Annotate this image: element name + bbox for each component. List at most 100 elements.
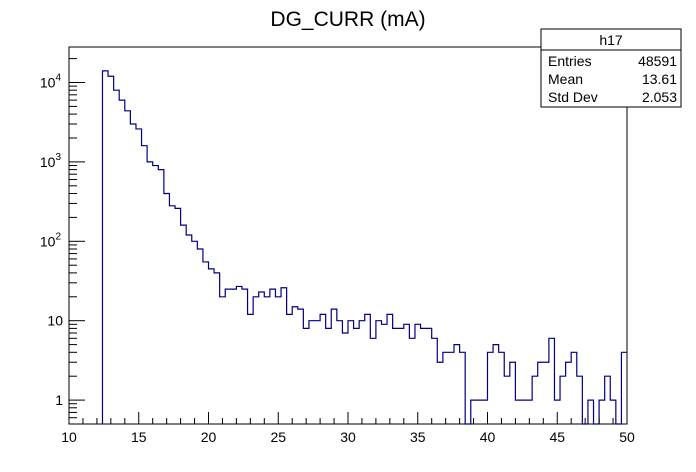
histogram-bin: [588, 400, 594, 424]
histogram-bin: [381, 324, 387, 424]
histogram-bin: [147, 162, 153, 424]
chart-title: DG_CURR (mA): [270, 8, 425, 31]
x-tick-label: 45: [549, 429, 565, 445]
histogram-bin: [270, 289, 276, 424]
histogram-bin: [605, 376, 611, 424]
histogram-bin: [242, 289, 248, 424]
stats-entries-label: Entries: [548, 53, 592, 69]
y-tick-label: 104: [40, 73, 62, 91]
histogram-series-line: [101, 70, 627, 425]
histogram-bin: [404, 324, 410, 424]
y-tick-label: 10: [47, 313, 63, 329]
histogram-bin: [448, 352, 454, 424]
histogram-bin: [348, 321, 354, 424]
histogram-bin: [426, 328, 432, 424]
histogram-bin: [432, 338, 438, 424]
histogram-bin: [493, 345, 499, 424]
histogram-bin: [342, 333, 348, 424]
histogram-bin: [521, 400, 527, 424]
stats-name: h17: [599, 32, 623, 48]
stats-stddev-label: Std Dev: [548, 89, 598, 105]
x-tick-label: 40: [480, 429, 496, 445]
histogram-bin: [153, 166, 159, 424]
y-tick-label: 1: [55, 392, 63, 408]
histogram-bin: [393, 328, 399, 424]
histogram-bin: [169, 206, 175, 424]
histogram-bin: [599, 400, 605, 424]
histogram-bin: [197, 249, 203, 424]
histogram-bin: [387, 314, 393, 424]
stats-stddev-value: 2.053: [642, 89, 677, 105]
histogram-bin: [504, 376, 510, 424]
histogram-bin: [443, 352, 449, 424]
histogram-bin: [231, 289, 237, 424]
histogram-bin: [114, 90, 120, 424]
histogram-bin: [275, 297, 281, 424]
histogram-bin: [454, 345, 460, 424]
histogram-bin: [577, 376, 583, 424]
histogram-bin: [287, 314, 293, 424]
histogram-bin: [209, 269, 215, 424]
histogram-bin: [499, 352, 505, 424]
stats-box-frame: [540, 28, 682, 108]
histogram-bin: [298, 309, 304, 424]
histogram-bin: [309, 321, 315, 424]
histogram-bin: [102, 71, 108, 424]
x-tick-label: 20: [201, 429, 217, 445]
histogram-bin: [236, 286, 242, 424]
histogram-bin: [337, 321, 343, 424]
histogram-bin: [281, 288, 287, 424]
histogram-bin: [538, 362, 544, 424]
histogram-bin: [571, 352, 577, 424]
histogram-bin: [119, 100, 125, 424]
histogram-bin: [488, 352, 494, 424]
histogram-bin: [186, 235, 192, 424]
x-tick-label: 30: [340, 429, 356, 445]
histogram-bin: [359, 321, 365, 424]
histogram-bin: [125, 111, 131, 424]
histogram-bin: [292, 307, 298, 424]
histogram-bin: [225, 289, 231, 424]
stats-entries-value: 48591: [638, 53, 677, 69]
stats-mean-label: Mean: [548, 71, 583, 87]
histogram-bin: [482, 400, 488, 424]
histogram-bin: [303, 328, 309, 424]
histogram-bin: [220, 297, 226, 424]
stats-box: h17 Entries 48591 Mean 13.61 Std Dev 2.0…: [540, 28, 682, 108]
histogram-bin: [510, 362, 516, 424]
histogram-bin: [621, 352, 627, 424]
histogram-bin: [315, 321, 321, 424]
y-axis: 1 10 102 103 104: [40, 58, 85, 425]
histogram-bin: [331, 309, 337, 424]
histogram-bin: [515, 400, 521, 424]
y-tick-label: 102: [40, 231, 62, 249]
x-tick-label: 10: [61, 429, 77, 445]
histogram-bin: [354, 328, 360, 424]
histogram-bin: [214, 273, 220, 424]
histogram-bin: [175, 208, 181, 424]
histogram-bin: [259, 292, 265, 424]
plot-area: 10 15 20 25 30 35 40 45 50 1 10 102 103 104: [40, 46, 635, 445]
histogram-bin: [203, 262, 209, 424]
x-tick-label: 15: [131, 429, 147, 445]
histogram-bin: [398, 328, 404, 424]
histogram-bin: [130, 124, 136, 424]
stats-mean-value: 13.61: [642, 71, 677, 87]
histogram-bin: [560, 376, 566, 424]
histogram-bin: [164, 194, 170, 425]
histogram-bin: [253, 297, 259, 424]
x-axis: 10 15 20 25 30 35 40 45 50: [61, 412, 635, 445]
histogram-bin: [108, 76, 114, 424]
x-tick-label: 25: [270, 429, 286, 445]
histogram-bin: [326, 328, 332, 424]
y-tick-label: 103: [40, 152, 62, 170]
histogram-bin: [476, 400, 482, 424]
histogram-bin: [549, 338, 555, 424]
histogram-bin: [409, 338, 415, 424]
histogram-bin: [142, 146, 148, 424]
histogram-bin: [421, 328, 427, 424]
histogram-bin: [543, 362, 549, 424]
histogram-bin: [192, 241, 198, 424]
histogram-bin: [376, 321, 382, 424]
